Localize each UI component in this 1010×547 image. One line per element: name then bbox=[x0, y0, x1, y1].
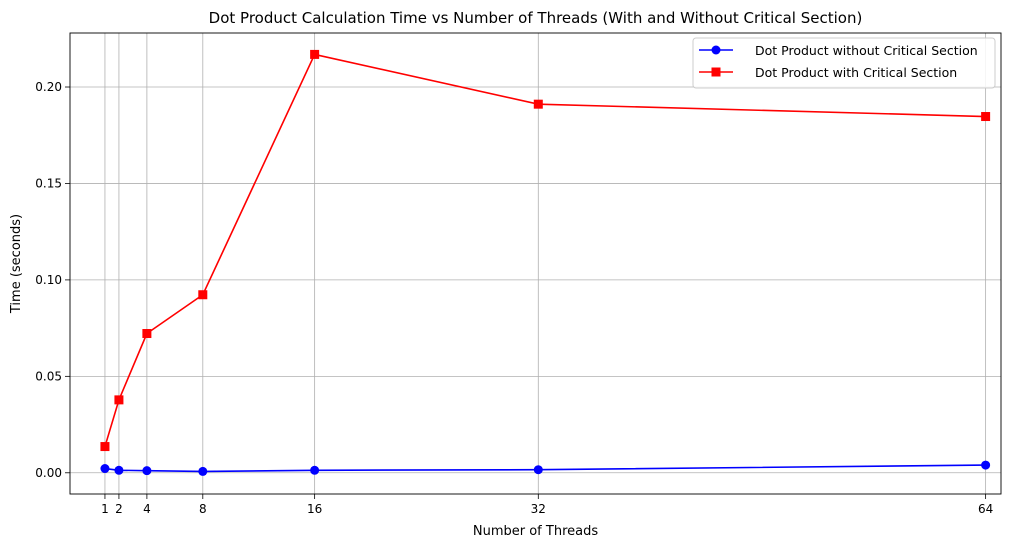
x-tick-label: 4 bbox=[143, 502, 151, 516]
data-point-square bbox=[981, 112, 991, 122]
x-tick-label: 2 bbox=[115, 502, 123, 516]
grid-layer bbox=[70, 33, 1001, 494]
data-point-circle bbox=[310, 465, 320, 475]
legend-marker-circle bbox=[711, 45, 721, 55]
x-tick-label: 8 bbox=[199, 502, 207, 516]
legend: Dot Product without Critical Section Dot… bbox=[692, 37, 996, 89]
y-tick-label: 0.20 bbox=[35, 80, 62, 94]
series-line-1 bbox=[104, 53, 986, 447]
y-tick-label: 0.15 bbox=[35, 176, 62, 190]
y-axis-label: Time (seconds) bbox=[9, 214, 24, 314]
y-tick-label: 0.00 bbox=[35, 466, 62, 480]
data-point-circle bbox=[198, 466, 208, 476]
y-tick-label: 0.10 bbox=[35, 273, 62, 287]
plot-frame bbox=[69, 32, 1002, 495]
data-point-circle bbox=[100, 464, 110, 474]
tick-layer: 1 2 4 8 16 32 64 0.00 0.05 0.10 0.15 0.20 bbox=[35, 80, 993, 516]
series-line-0 bbox=[104, 464, 986, 473]
x-tick-label: 16 bbox=[307, 502, 322, 516]
data-point-square bbox=[198, 290, 208, 300]
series-layer bbox=[100, 49, 991, 476]
x-axis-label: Number of Threads bbox=[473, 524, 598, 539]
chart-title: Dot Product Calculation Time vs Number o… bbox=[209, 9, 863, 27]
x-tick-label: 1 bbox=[101, 502, 109, 516]
y-tick-label: 0.05 bbox=[35, 369, 62, 383]
data-point-square bbox=[100, 442, 110, 452]
legend-marker-square bbox=[711, 67, 721, 77]
data-point-circle bbox=[142, 466, 152, 476]
x-tick-label: 64 bbox=[978, 502, 993, 516]
x-tick-label: 32 bbox=[531, 502, 546, 516]
data-point-square bbox=[142, 329, 152, 339]
legend-label-with-critical: Dot Product with Critical Section bbox=[755, 65, 957, 80]
data-point-circle bbox=[981, 460, 991, 470]
data-point-square bbox=[114, 395, 124, 405]
legend-label-without-critical: Dot Product without Critical Section bbox=[755, 43, 978, 58]
data-point-circle bbox=[533, 465, 543, 475]
data-point-square bbox=[533, 99, 543, 109]
legend-box bbox=[692, 37, 996, 89]
data-point-square bbox=[310, 49, 320, 59]
data-point-circle bbox=[114, 465, 124, 475]
